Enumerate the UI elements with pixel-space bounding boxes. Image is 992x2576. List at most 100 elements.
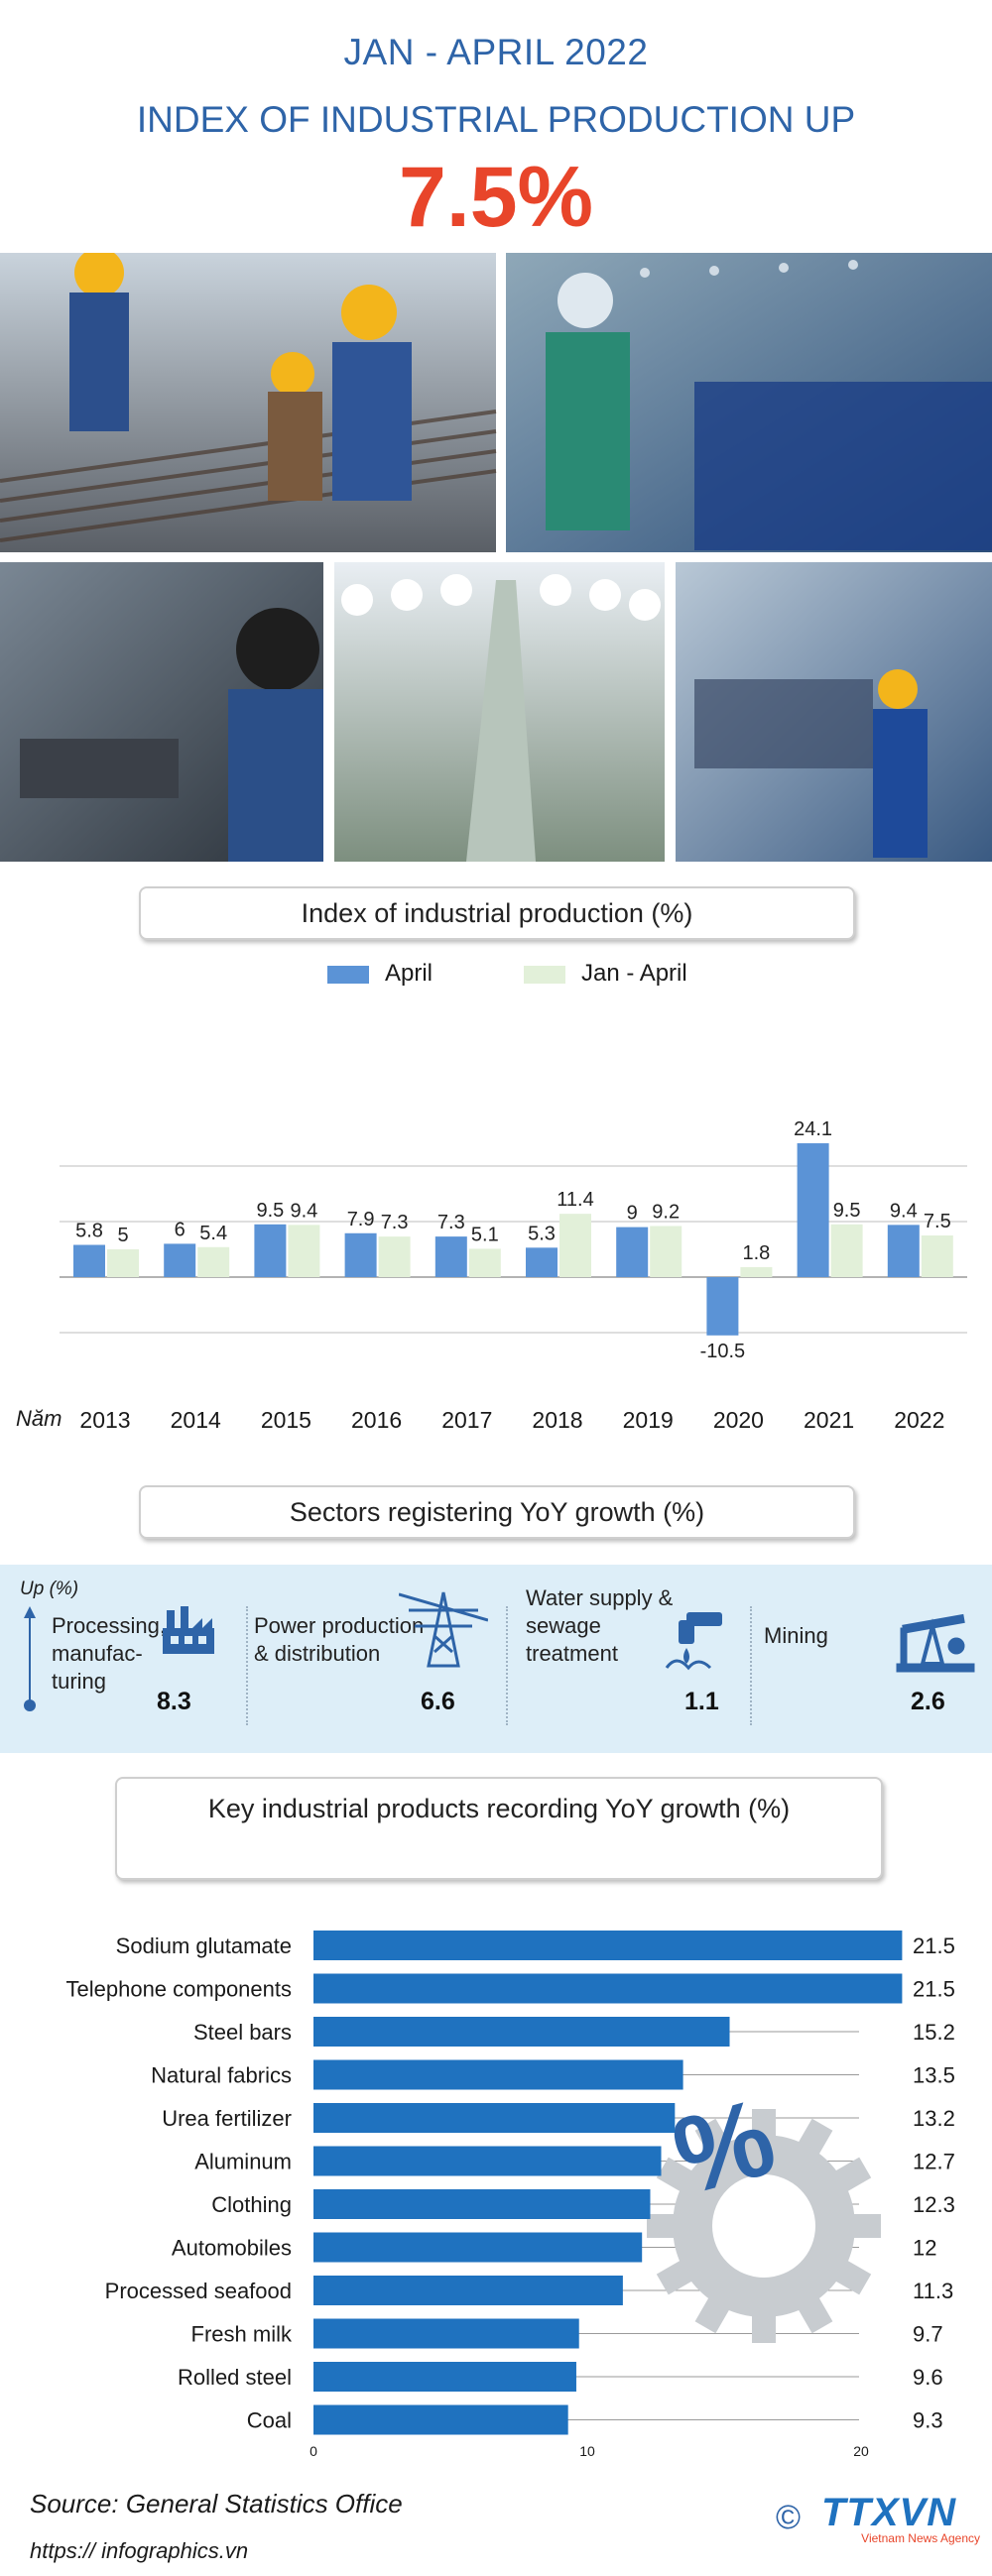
product-bar xyxy=(313,2017,730,2047)
data-label: 9.4 xyxy=(290,1200,317,1222)
data-label: 7.3 xyxy=(437,1212,465,1233)
data-label: 24.1 xyxy=(794,1118,832,1140)
sector-value-processing: 8.3 xyxy=(157,1688,191,1715)
product-bar xyxy=(313,2232,643,2263)
water-tap-icon xyxy=(665,1612,722,1671)
x-tick-label: 2013 xyxy=(79,1407,130,1433)
legend-swatch-april xyxy=(327,966,369,984)
sector-name-line: manufac- xyxy=(52,1641,143,1666)
headline: INDEX OF INDUSTRIAL PRODUCTION UP xyxy=(136,99,856,140)
x-tick-label: 20 xyxy=(853,2443,869,2459)
bar-jan-april xyxy=(559,1214,591,1277)
x-tick-label: 0 xyxy=(310,2443,317,2459)
product-bar xyxy=(313,2146,662,2176)
x-tick-label: 10 xyxy=(579,2443,595,2459)
up-arrow-icon xyxy=(24,1606,36,1711)
product-label: Rolled steel xyxy=(178,2365,292,2390)
data-label: 6 xyxy=(175,1219,186,1240)
sector-value-water: 1.1 xyxy=(684,1688,719,1715)
gear-tooth xyxy=(752,2109,776,2139)
x-tick-label: 2019 xyxy=(623,1407,674,1433)
data-label: 9.2 xyxy=(652,1201,680,1223)
sector-name-line: Processing, xyxy=(52,1613,166,1638)
bar-april xyxy=(254,1224,287,1277)
period-title: JAN - APRIL 2022 xyxy=(343,32,649,72)
product-bar xyxy=(313,2362,576,2392)
data-label: 11.4 xyxy=(557,1189,593,1211)
bar-april xyxy=(887,1225,920,1277)
bars-group: 5.8 5 6 5.4 9.5 9.4 7.9 7.3 7.3 5.1 5.311.4 9 9.2 -10… xyxy=(73,1118,953,1362)
product-value-label: 9.3 xyxy=(913,2408,943,2433)
bar-april xyxy=(797,1143,829,1277)
sector-name-water: Water supply & sewage treatment xyxy=(526,1584,673,1668)
up-axis-label: Up (%) xyxy=(20,1579,79,1599)
data-label: 9 xyxy=(627,1203,638,1225)
bar-jan-april xyxy=(740,1266,773,1277)
sector-name-line: treatment xyxy=(526,1641,618,1666)
data-label: 5 xyxy=(117,1225,128,1246)
product-label: Natural fabrics xyxy=(151,2063,292,2088)
legend-label-jan-april: Jan - April xyxy=(581,960,687,987)
ttxvn-logo: TTXVN Vietnam News Agency xyxy=(821,2491,980,2550)
sector-value-power: 6.6 xyxy=(421,1688,455,1715)
product-value-label: 11.3 xyxy=(913,2279,953,2303)
product-value-label: 13.2 xyxy=(913,2106,955,2131)
bar-april xyxy=(434,1236,467,1277)
section-title-products: Key industrial products recording YoY gr… xyxy=(115,1777,883,1880)
sector-value-mining: 2.6 xyxy=(911,1688,945,1715)
sector-name-mining: Mining xyxy=(764,1622,828,1650)
section-title-sectors-text: Sectors registering YoY growth (%) xyxy=(289,1497,705,1527)
data-label: 5.4 xyxy=(199,1223,227,1244)
product-bar xyxy=(313,2404,568,2435)
bar-jan-april xyxy=(830,1224,863,1277)
product-value-label: 12.3 xyxy=(913,2192,955,2217)
sector-divider xyxy=(246,1606,248,1725)
source-note: Source: General Statistics Office xyxy=(30,2489,403,2518)
index-bar-chart: 5.8 5 6 5.4 9.5 9.4 7.9 7.3 7.3 5.1 5.311.4 9 9.2 -10… xyxy=(16,1118,967,1433)
bar-april xyxy=(164,1243,196,1277)
bar-jan-april xyxy=(197,1246,230,1277)
site-url-link[interactable]: https:// infographics.vn xyxy=(30,2538,249,2563)
product-bar xyxy=(313,2059,683,2090)
data-label: 5.1 xyxy=(471,1224,499,1245)
product-bar xyxy=(313,2103,676,2133)
brand-subtitle: Vietnam News Agency xyxy=(861,2531,980,2545)
product-label: Coal xyxy=(247,2408,292,2433)
product-label: Steel bars xyxy=(193,2020,292,2045)
bar-april xyxy=(616,1227,649,1277)
data-label: 1.8 xyxy=(742,1242,770,1264)
product-bar xyxy=(313,2276,623,2305)
product-bar xyxy=(313,2189,651,2219)
data-label: 9.5 xyxy=(833,1200,861,1222)
product-bar xyxy=(313,2318,579,2349)
sector-name-line: turing xyxy=(52,1669,107,1694)
data-label: 9.4 xyxy=(890,1200,918,1222)
gear-percent-icon: % xyxy=(647,2075,881,2343)
product-label: Urea fertilizer xyxy=(162,2106,292,2131)
headline-value: 7.5% xyxy=(398,150,594,245)
bar-jan-april xyxy=(650,1226,682,1277)
product-value-label: 21.5 xyxy=(913,1933,955,1958)
product-label: Automobiles xyxy=(172,2236,292,2261)
data-label: 7.9 xyxy=(347,1209,375,1230)
chart-legend: April Jan - April xyxy=(327,960,724,990)
factory-icon xyxy=(163,1606,214,1654)
brand-name: TTXVN xyxy=(821,2491,957,2534)
legend-swatch-jan-april xyxy=(524,966,565,984)
section-title-sectors: Sectors registering YoY growth (%) xyxy=(139,1485,855,1539)
sector-divider xyxy=(750,1606,752,1725)
x-tick-label: 2018 xyxy=(532,1407,582,1433)
bar-april xyxy=(73,1244,105,1277)
bar-april xyxy=(706,1277,739,1336)
product-value-label: 21.5 xyxy=(913,1977,955,2002)
sector-name-line: sewage xyxy=(526,1613,601,1638)
gear-tooth xyxy=(851,2214,881,2238)
bar-jan-april xyxy=(107,1249,139,1277)
power-pylon-icon xyxy=(399,1591,488,1668)
x-tick-label: 2016 xyxy=(351,1407,402,1433)
sector-name-line: Mining xyxy=(764,1623,828,1648)
product-value-label: 9.6 xyxy=(913,2365,943,2390)
product-label: Processed seafood xyxy=(105,2279,292,2303)
sector-name-line: Water supply & xyxy=(526,1585,674,1610)
x-tick-label: 2014 xyxy=(171,1407,221,1433)
